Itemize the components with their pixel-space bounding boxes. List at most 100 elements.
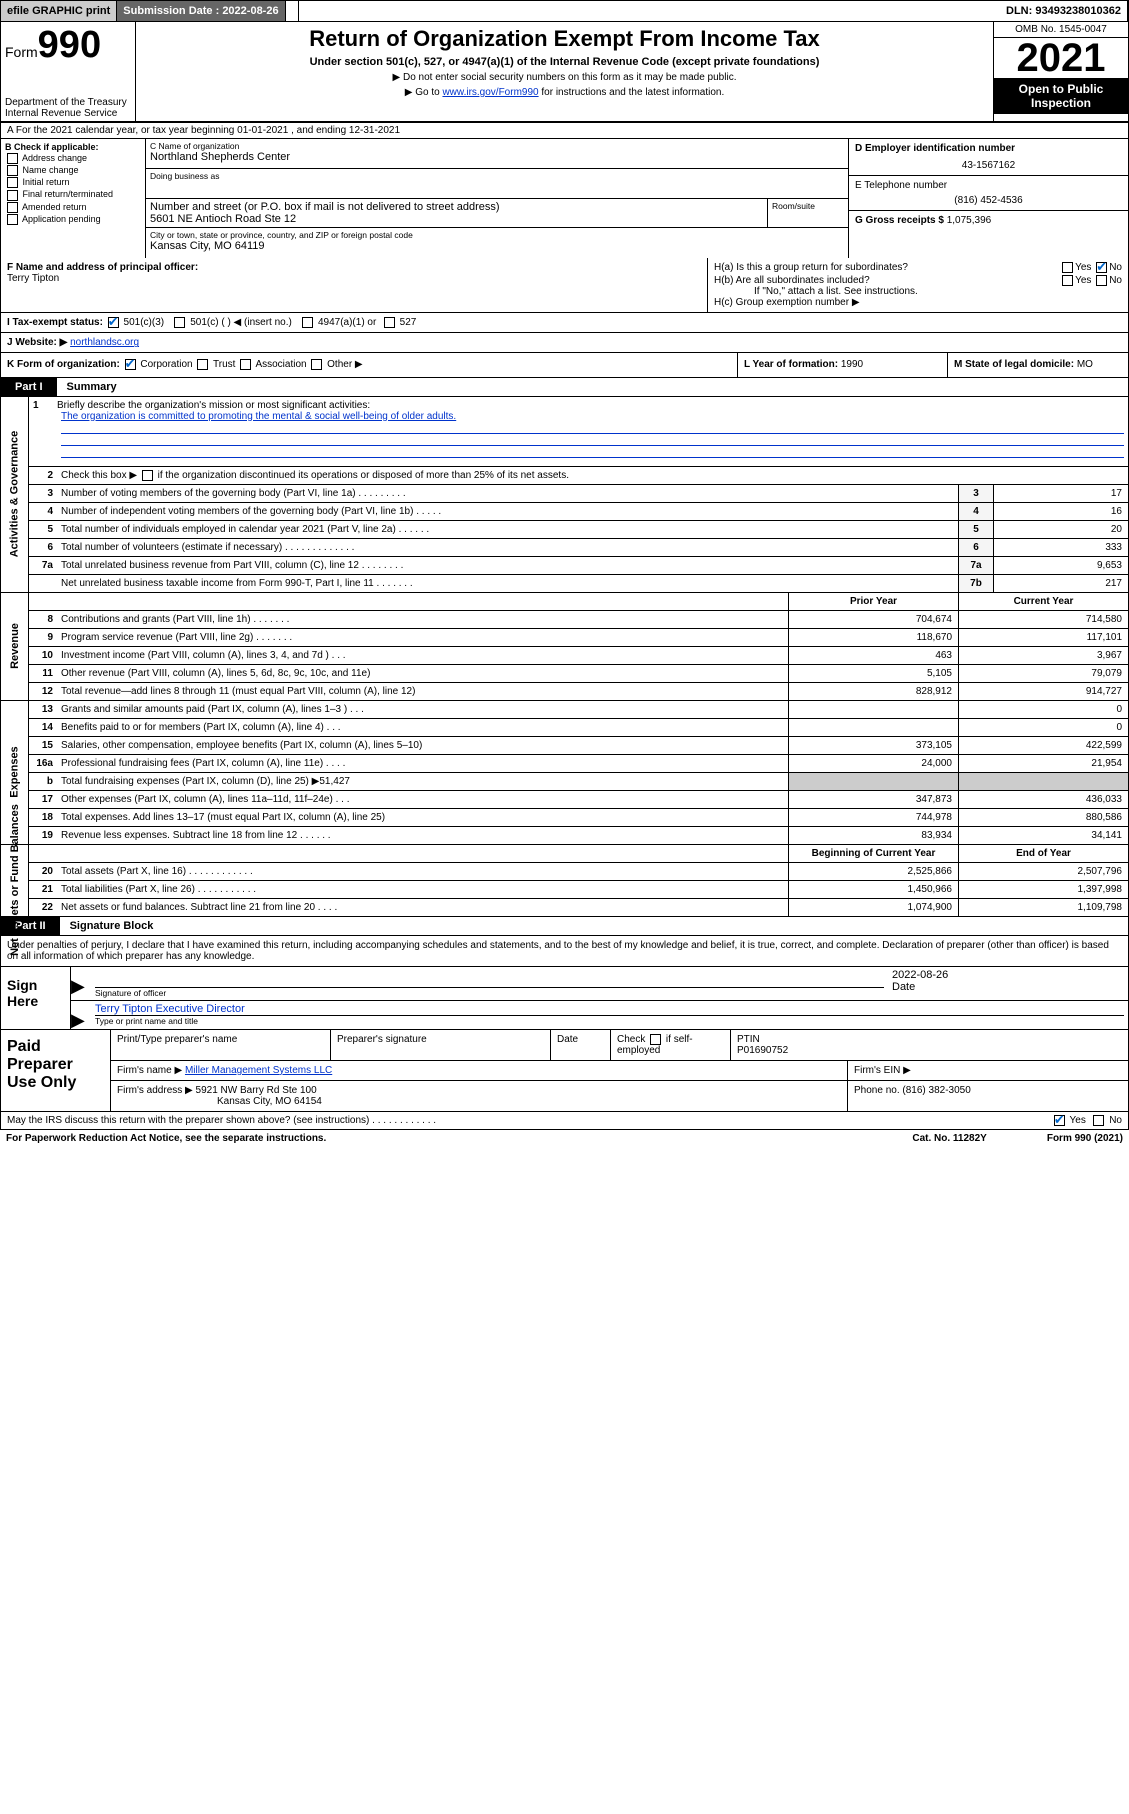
name-change-checkbox[interactable] bbox=[7, 165, 18, 176]
self-employed-checkbox[interactable] bbox=[650, 1034, 661, 1045]
discuss-no-checkbox[interactable] bbox=[1093, 1115, 1104, 1126]
instructions-link[interactable]: www.irs.gov/Form990 bbox=[442, 87, 538, 98]
part2-header: Part II Signature Block bbox=[0, 917, 1129, 936]
final-return-checkbox[interactable] bbox=[7, 190, 18, 201]
preparer-sig-header: Preparer's signature bbox=[331, 1030, 551, 1060]
trust-label: Trust bbox=[213, 360, 235, 371]
line7b-value: 217 bbox=[993, 575, 1128, 592]
date-label: Date bbox=[892, 981, 1124, 993]
addr-change-checkbox[interactable] bbox=[7, 153, 18, 164]
501c3-checkbox[interactable] bbox=[108, 317, 119, 328]
org-name: Northland Shepherds Center bbox=[150, 151, 844, 163]
line8-prior: 704,674 bbox=[788, 611, 958, 628]
preparer-date-header: Date bbox=[551, 1030, 611, 1060]
col-b-checkboxes: B Check if applicable: Address change Na… bbox=[1, 139, 146, 258]
app-pending-label: Application pending bbox=[22, 214, 101, 224]
4947-checkbox[interactable] bbox=[302, 317, 313, 328]
other-label: Other ▶ bbox=[327, 360, 362, 371]
line17-desc: Other expenses (Part IX, column (A), lin… bbox=[57, 791, 788, 808]
firm-addr1: 5921 NW Barry Rd Ste 100 bbox=[196, 1085, 317, 1096]
other-checkbox[interactable] bbox=[311, 359, 322, 370]
line16b-desc: Total fundraising expenses (Part IX, col… bbox=[57, 773, 788, 790]
line7a-desc: Total unrelated business revenue from Pa… bbox=[57, 557, 958, 574]
telephone-label: E Telephone number bbox=[855, 180, 1122, 191]
amended-return-checkbox[interactable] bbox=[7, 202, 18, 213]
hc-label: H(c) Group exemption number ▶ bbox=[714, 297, 1122, 308]
ij-row: I Tax-exempt status: 501(c)(3) 501(c) ( … bbox=[0, 313, 1129, 353]
phone-label: Phone no. bbox=[854, 1085, 900, 1096]
ha-label: H(a) Is this a group return for subordin… bbox=[714, 262, 908, 273]
line15-prior: 373,105 bbox=[788, 737, 958, 754]
hb-no-checkbox[interactable] bbox=[1096, 275, 1107, 286]
line11-prior: 5,105 bbox=[788, 665, 958, 682]
efile-btn[interactable]: efile GRAPHIC print bbox=[1, 1, 117, 21]
fgh-row: F Name and address of principal officer:… bbox=[0, 258, 1129, 313]
hb-note: If "No," attach a list. See instructions… bbox=[754, 286, 1122, 297]
line16a-desc: Professional fundraising fees (Part IX, … bbox=[57, 755, 788, 772]
current-year-header: Current Year bbox=[958, 593, 1128, 610]
name-change-label: Name change bbox=[23, 165, 79, 175]
end-year-header: End of Year bbox=[958, 845, 1128, 862]
501c-checkbox[interactable] bbox=[174, 317, 185, 328]
line22-end: 1,109,798 bbox=[958, 899, 1128, 916]
telephone-value: (816) 452-4536 bbox=[855, 195, 1122, 206]
mission-text[interactable]: The organization is committed to promoti… bbox=[61, 411, 456, 422]
arrow-icon: ▶ bbox=[71, 1001, 91, 1029]
topbar: efile GRAPHIC print Submission Date : 20… bbox=[0, 0, 1129, 22]
form-footer: Form 990 (2021) bbox=[1047, 1133, 1123, 1144]
discuss-yes-checkbox[interactable] bbox=[1054, 1115, 1065, 1126]
line16b-curr bbox=[958, 773, 1128, 790]
assoc-checkbox[interactable] bbox=[240, 359, 251, 370]
line14-curr: 0 bbox=[958, 719, 1128, 736]
line2-checkbox[interactable] bbox=[142, 470, 153, 481]
firm-addr-label: Firm's address ▶ bbox=[117, 1085, 193, 1096]
period-row: A For the 2021 calendar year, or tax yea… bbox=[0, 123, 1129, 139]
city-state-zip: Kansas City, MO 64119 bbox=[150, 240, 844, 252]
ein-value: 43-1567162 bbox=[855, 160, 1122, 171]
ha-no-checkbox[interactable] bbox=[1096, 262, 1107, 273]
arrow-icon: ▶ bbox=[71, 967, 91, 1000]
firm-ein-label: Firm's EIN ▶ bbox=[848, 1061, 1128, 1080]
form-prefix: Form bbox=[5, 44, 38, 60]
na-vtab: Net Assets or Fund Balances bbox=[9, 804, 21, 956]
527-label: 527 bbox=[400, 317, 417, 328]
line3-value: 17 bbox=[993, 485, 1128, 502]
hb-no-label: No bbox=[1109, 275, 1122, 286]
hb-yes-checkbox[interactable] bbox=[1062, 275, 1073, 286]
app-pending-checkbox[interactable] bbox=[7, 214, 18, 225]
line18-prior: 744,978 bbox=[788, 809, 958, 826]
501c-label: 501(c) ( ) ◀ (insert no.) bbox=[190, 317, 292, 328]
line15-curr: 422,599 bbox=[958, 737, 1128, 754]
addr-label: Number and street (or P.O. box if mail i… bbox=[150, 201, 763, 213]
line21-desc: Total liabilities (Part X, line 26) . . … bbox=[57, 881, 788, 898]
line6-value: 333 bbox=[993, 539, 1128, 556]
prior-year-header: Prior Year bbox=[788, 593, 958, 610]
website-link[interactable]: northlandsc.org bbox=[70, 337, 139, 348]
year-formation-value: 1990 bbox=[841, 359, 863, 370]
line12-desc: Total revenue—add lines 8 through 11 (mu… bbox=[57, 683, 788, 700]
klm-row: K Form of organization: Corporation Trus… bbox=[0, 353, 1129, 377]
line7b-desc: Net unrelated business taxable income fr… bbox=[57, 575, 958, 592]
line8-curr: 714,580 bbox=[958, 611, 1128, 628]
phone-value: (816) 382-3050 bbox=[902, 1085, 970, 1096]
part1-tab: Part I bbox=[1, 378, 57, 396]
line1-desc: Briefly describe the organization's miss… bbox=[57, 400, 370, 411]
line9-desc: Program service revenue (Part VIII, line… bbox=[57, 629, 788, 646]
ha-yes-checkbox[interactable] bbox=[1062, 262, 1073, 273]
form-title: Return of Organization Exempt From Incom… bbox=[140, 26, 989, 52]
room-suite-label: Room/suite bbox=[768, 199, 848, 227]
line9-prior: 118,670 bbox=[788, 629, 958, 646]
firm-name[interactable]: Miller Management Systems LLC bbox=[185, 1065, 332, 1076]
cat-no: Cat. No. 11282Y bbox=[912, 1133, 986, 1144]
net-assets-section: Net Assets or Fund Balances Beginning of… bbox=[0, 845, 1129, 917]
line5-desc: Total number of individuals employed in … bbox=[57, 521, 958, 538]
trust-checkbox[interactable] bbox=[197, 359, 208, 370]
line13-prior bbox=[788, 701, 958, 718]
state-domicile-label: M State of legal domicile: bbox=[954, 359, 1074, 370]
527-checkbox[interactable] bbox=[384, 317, 395, 328]
line5-value: 20 bbox=[993, 521, 1128, 538]
initial-return-checkbox[interactable] bbox=[7, 177, 18, 188]
corp-checkbox[interactable] bbox=[125, 359, 136, 370]
assoc-label: Association bbox=[255, 360, 306, 371]
tax-status-label: I Tax-exempt status: bbox=[7, 317, 103, 328]
